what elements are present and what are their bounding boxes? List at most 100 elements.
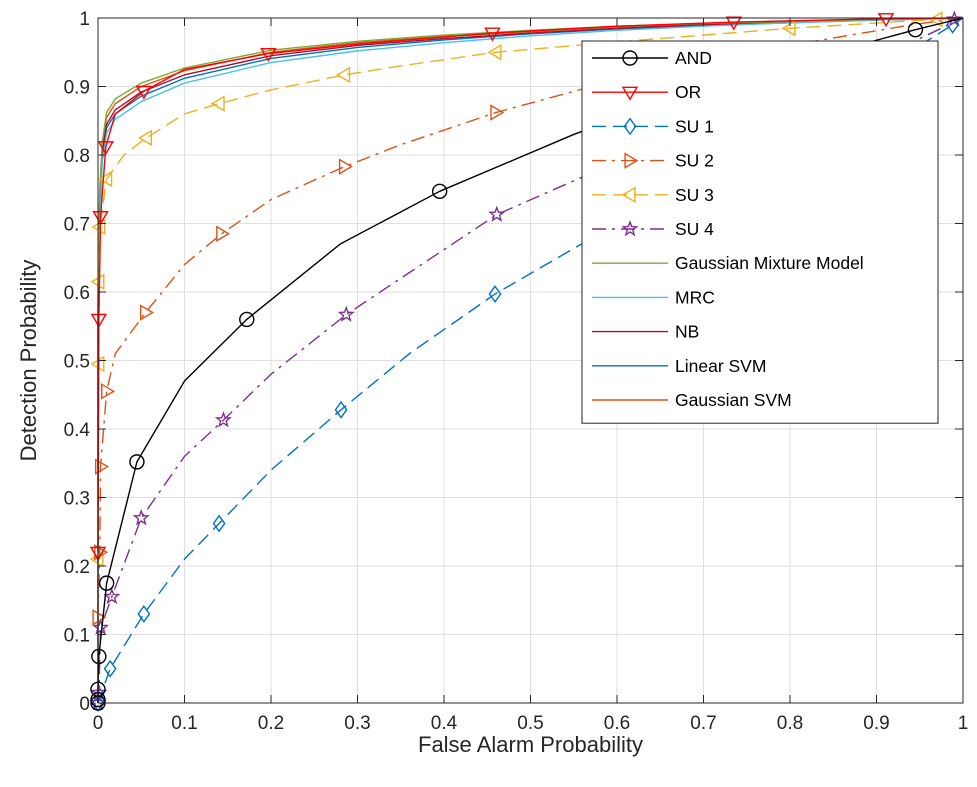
x-tick-label: 0 [93,713,104,734]
marker-su-3 [89,550,104,568]
legend-marker [621,220,639,237]
legend-item-and: AND [592,48,712,68]
legend-marker [621,186,636,204]
marker-or [135,85,153,100]
marker-su-3 [98,170,113,188]
marker-su-2 [92,609,107,626]
legend-item-su-1: SU 1 [592,116,714,136]
y-tick-label: 0.1 [64,626,90,647]
marker-su-1 [103,659,117,678]
y-axis-label: Detection Probability [16,260,41,462]
legend-item-gaussian-mixture-model: Gaussian Mixture Model [592,253,864,273]
legend-label: Gaussian Mixture Model [675,253,864,273]
marker-or [260,48,277,63]
marker-su-4 [337,305,355,322]
legend-label: Linear SVM [675,356,766,376]
x-axis-label: False Alarm Probability [418,732,643,757]
legend-item-su-2: SU 2 [592,151,714,171]
legend-marker [621,86,639,101]
series-su-4 [89,10,964,711]
y-tick-label: 0.7 [64,215,90,236]
line-su-4 [97,17,964,704]
marker-su-2 [338,158,353,175]
line-mrc [97,17,964,703]
legend-label: SU 1 [675,116,714,136]
legend-label: SU 3 [675,185,714,205]
marker-su-3 [928,11,943,28]
legend: AND OR SU 1 SU 2 SU 3 SU 4 Gaussian Mixture Mo… [581,40,939,424]
marker-su-3 [487,44,502,61]
marker-su-1 [946,15,960,34]
marker-su-2 [490,104,505,121]
marker-su-2 [216,225,231,242]
y-tick-label: 0.8 [64,146,90,167]
marker-su-3 [138,129,153,147]
marker-or [97,141,115,156]
marker-su-4 [214,411,232,428]
marker-su-1 [212,514,226,533]
x-tick-label: 0.3 [344,713,370,734]
legend-label: NB [675,322,699,342]
marker-su-1 [137,605,151,623]
marker-or [725,16,742,31]
legend-marker [624,152,639,169]
legend-marker [623,117,637,136]
marker-or [877,13,895,28]
x-tick-label: 0.2 [258,713,284,734]
marker-su-4 [103,587,121,605]
legend-item-or: OR [592,82,701,102]
y-tick-label: 1 [79,9,90,30]
marker-su-2 [94,458,109,475]
legend-item-mrc: MRC [592,287,715,307]
marker-or [484,27,501,42]
y-tick-label: 0.2 [64,557,90,578]
marker-and [98,575,115,591]
marker-or [92,211,109,226]
legend-item-su-4: SU 4 [592,219,714,239]
legend-label: AND [675,48,712,68]
x-tick-label: 0.6 [604,713,630,734]
marker-and [907,21,924,38]
marker-su-2 [101,383,116,400]
x-tick-label: 1 [958,713,969,734]
legend-marker [622,50,638,66]
x-tick-label: 0.4 [431,713,458,734]
series-or [89,13,964,561]
y-tick-label: 0.6 [64,283,90,304]
legend-label: Gaussian SVM [675,390,792,410]
y-tick-label: 0.5 [64,352,90,373]
y-tick-label: 0.9 [64,78,90,99]
marker-su-1 [334,400,348,419]
marker-su-1 [488,285,502,303]
series-mrc [97,17,964,703]
legend-label: SU 2 [675,151,714,171]
y-tick-label: 0 [79,694,90,715]
line-or [97,17,964,553]
marker-su-3 [781,20,796,37]
marker-su-3 [336,66,351,84]
marker-or [90,313,108,328]
marker-su-3 [210,95,225,112]
marker-su-2 [139,304,154,321]
y-tick-label: 0.4 [64,420,91,441]
marker-and [91,648,107,665]
tick-group: 0 0.1 0.2 0.3 0.4 0.5 0.6 0.7 0.8 0.9 1 0 0.1 0.2 0.3 0… [64,9,969,734]
legend-item-linear-svm: Linear SVM [592,356,766,376]
legend-item-gaussian-svm: Gaussian SVM [592,390,792,410]
marker-and [239,311,255,328]
x-tick-label: 0.7 [690,713,716,734]
marker-su-4 [945,10,963,27]
x-tick-label: 0.5 [517,713,543,734]
y-tick-label: 0.3 [64,489,90,510]
marker-su-1 [91,694,105,712]
marker-and [431,183,448,200]
x-tick-label: 0.1 [171,713,197,734]
legend-box [581,40,939,424]
legend-label: OR [675,82,701,102]
x-tick-label: 0.8 [777,713,803,734]
legend-item-su-3: SU 3 [592,185,714,205]
legend-label: MRC [675,287,715,307]
marker-su-4 [132,509,150,526]
marker-su-4 [488,205,506,222]
